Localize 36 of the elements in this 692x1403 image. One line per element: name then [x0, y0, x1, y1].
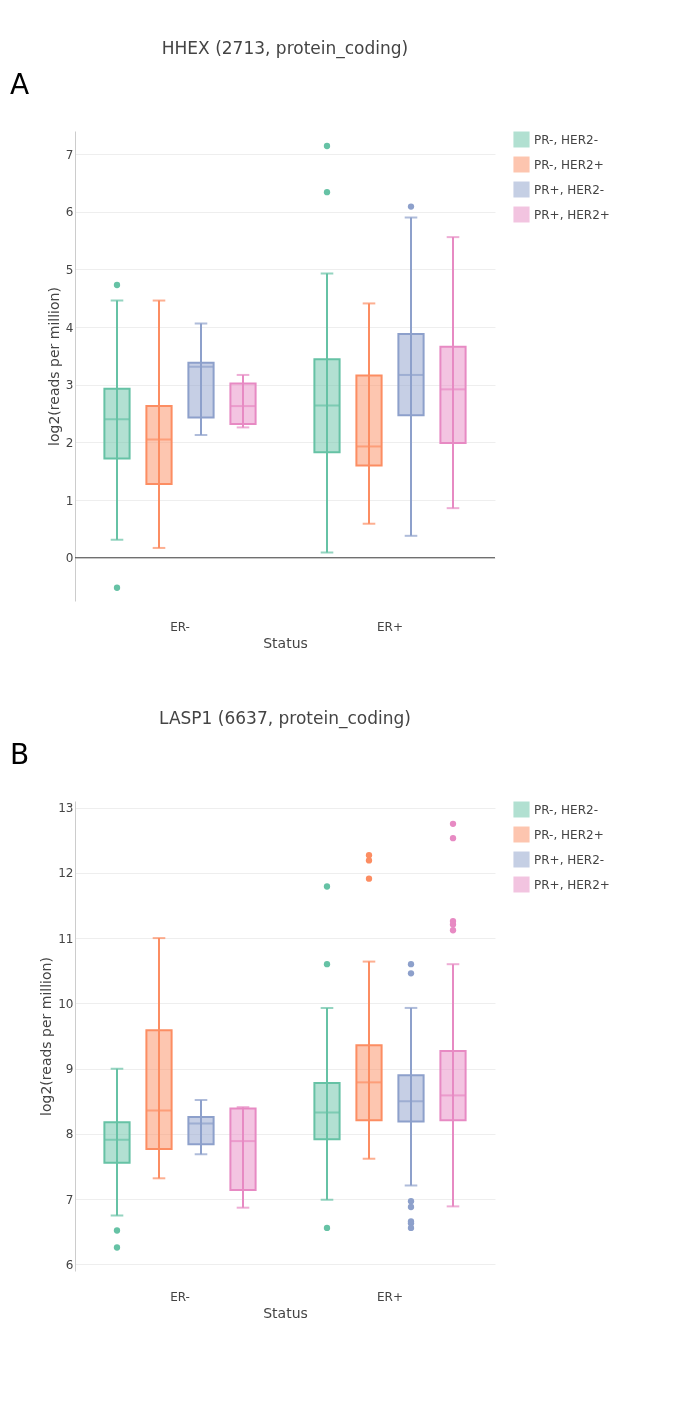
x-axis-title: Status: [263, 634, 308, 651]
legend-label: PR-, HER2+: [534, 827, 604, 842]
y-tick-label: 8: [65, 1127, 74, 1142]
y-tick-label: 6: [65, 205, 74, 220]
legend-label: PR+, HER2-: [534, 182, 605, 197]
chart-title: HHEX (2713, protein_coding): [161, 38, 409, 59]
x-tick-label: ER+: [377, 1289, 403, 1304]
y-tick-label: 7: [65, 1192, 74, 1207]
chart-title: LASP1 (6637, protein_coding): [159, 708, 411, 729]
y-tick-label: 11: [58, 931, 74, 946]
y-axis-title: log2(reads per million): [45, 287, 62, 446]
x-tick-label: ER-: [170, 1289, 190, 1304]
y-axis-title: log2(reads per million): [38, 957, 55, 1116]
y-tick-label: 2: [65, 435, 74, 450]
x-tick-label: ER+: [377, 619, 403, 634]
x-axis-title: Status: [263, 1304, 308, 1321]
y-tick-label: 6: [65, 1257, 74, 1272]
legend-label: PR-, HER2-: [534, 132, 598, 147]
y-tick-label: 12: [58, 866, 74, 881]
x-tick-label: ER-: [170, 619, 190, 634]
y-tick-label: 9: [65, 1062, 74, 1077]
legend-label: PR-, HER2+: [534, 157, 604, 172]
legend-label: PR+, HER2+: [534, 207, 610, 222]
text: A: [10, 68, 30, 101]
y-tick-label: 0: [65, 551, 74, 566]
legend-label: PR+, HER2+: [534, 877, 610, 892]
y-tick-label: 10: [58, 996, 74, 1011]
y-tick-label: 7: [65, 147, 74, 162]
y-tick-label: 13: [58, 801, 74, 816]
y-tick-label: 5: [65, 262, 74, 277]
legend-label: PR-, HER2-: [534, 802, 598, 817]
y-tick-label: 4: [65, 320, 74, 335]
text: B: [10, 738, 30, 771]
legend-label: PR+, HER2-: [534, 852, 605, 867]
y-tick-label: 1: [65, 493, 74, 508]
y-tick-label: 3: [65, 378, 74, 393]
